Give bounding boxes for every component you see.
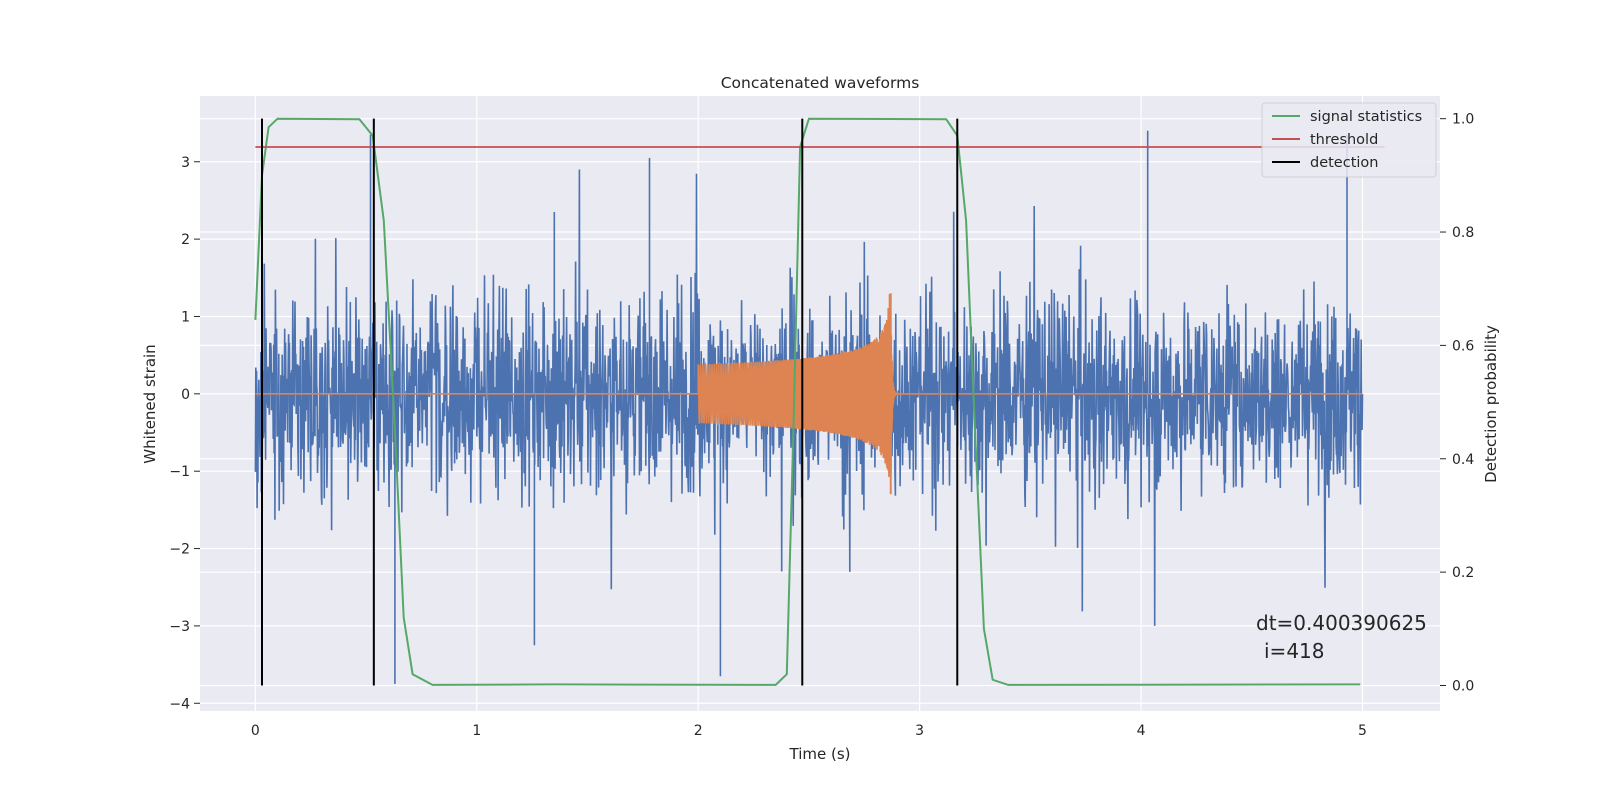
y-tick-label: −2 bbox=[169, 542, 190, 558]
series-layer bbox=[254, 117, 1385, 686]
x-tick-label: 3 bbox=[915, 723, 924, 739]
y2-tick-label: 0.2 bbox=[1452, 565, 1474, 581]
signal-statistics-line bbox=[254, 117, 1361, 686]
waveform-line bbox=[255, 293, 1363, 495]
y-axis-label: Whitened strain bbox=[141, 344, 159, 463]
y-tick-label: −3 bbox=[169, 619, 190, 635]
y-tick-label: 1 bbox=[181, 309, 190, 325]
y2-tick-label: 0.6 bbox=[1452, 338, 1474, 354]
chart-title: Concatenated waveforms bbox=[721, 74, 920, 92]
y2-tick-label: 0.4 bbox=[1452, 452, 1474, 468]
y-tick-label: 3 bbox=[181, 155, 190, 171]
y2-axis-label: Detection probability bbox=[1482, 325, 1500, 483]
x-tick-label: 1 bbox=[472, 723, 481, 739]
x-tick-label: 4 bbox=[1137, 723, 1146, 739]
y-tick-label: −4 bbox=[169, 696, 190, 712]
y-tick-label: −1 bbox=[169, 464, 190, 480]
y2-tick-label: 0.8 bbox=[1452, 225, 1474, 241]
x-axis-label: Time (s) bbox=[789, 745, 851, 763]
y-tick-label: 0 bbox=[181, 387, 190, 403]
legend: signal statistics threshold detection bbox=[1261, 102, 1437, 178]
y2-tick-label: 0.0 bbox=[1452, 678, 1474, 694]
y2-tick-label: 1.0 bbox=[1452, 112, 1474, 128]
legend-label-signal-statistics: signal statistics bbox=[1310, 109, 1422, 125]
legend-label-detection: detection bbox=[1310, 155, 1378, 171]
strain-line bbox=[254, 130, 1364, 684]
legend-box bbox=[1261, 102, 1437, 178]
annotation-dt: dt=0.400390625 bbox=[1256, 611, 1427, 635]
annotation-i: i=418 bbox=[1264, 639, 1325, 663]
y-tick-label: 2 bbox=[181, 232, 190, 248]
x-tick-label: 0 bbox=[251, 723, 260, 739]
x-tick-label: 5 bbox=[1358, 723, 1367, 739]
legend-label-threshold: threshold bbox=[1310, 132, 1378, 148]
x-tick-label: 2 bbox=[694, 723, 703, 739]
ticks: 0 1 2 3 4 5 −4 −3 −2 −1 0 1 2 3 0.0 0.2 0.4 0.6 0.8 1.0 bbox=[169, 112, 1474, 739]
